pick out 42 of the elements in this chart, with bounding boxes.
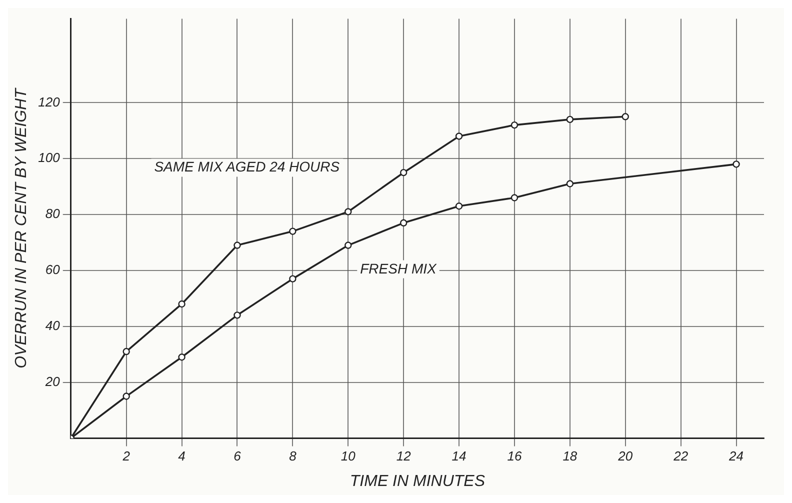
point xyxy=(234,242,241,249)
point xyxy=(122,392,130,400)
y-tick-label: 100 xyxy=(38,150,61,166)
x-tick-label: 12 xyxy=(396,448,412,464)
point xyxy=(234,312,241,319)
point xyxy=(178,354,186,361)
point xyxy=(622,113,629,120)
y-tick-label: 120 xyxy=(38,94,61,110)
point xyxy=(455,132,463,140)
x-tick-label: 4 xyxy=(178,448,186,464)
point xyxy=(510,194,518,202)
point xyxy=(400,168,408,176)
y-tick-label: 40 xyxy=(45,318,61,333)
text: SAME MIX AGED 24 HOURS xyxy=(154,158,340,175)
y-axis-title: OVERRUN IN PER CENT BY WEIGHT xyxy=(13,87,30,368)
series-label: FRESH MIX xyxy=(360,260,438,276)
point xyxy=(344,242,352,249)
x-tick-label: 24 xyxy=(728,448,744,464)
y-tick-label: 20 xyxy=(44,374,61,389)
point xyxy=(289,275,296,282)
point xyxy=(455,202,463,210)
x-tick-label: 2 xyxy=(122,448,131,464)
point xyxy=(289,228,296,235)
y-tick-label: 80 xyxy=(45,206,61,222)
y-tick-label: 60 xyxy=(45,262,61,278)
x-tick-label: 8 xyxy=(289,448,298,464)
x-tick-label: 16 xyxy=(507,448,522,464)
x-tick-label: 6 xyxy=(234,448,242,464)
x-tick-label: 10 xyxy=(340,448,356,464)
point xyxy=(344,208,352,216)
point xyxy=(122,348,130,356)
x-tick-label: 14 xyxy=(452,448,466,464)
x-tick-label: 18 xyxy=(562,448,578,464)
x-tick-label: 22 xyxy=(672,448,689,464)
point xyxy=(178,300,186,308)
x-axis-title: TIME IN MINUTES xyxy=(350,472,486,490)
point xyxy=(566,116,574,124)
point xyxy=(566,180,574,188)
point xyxy=(732,160,740,168)
x-tick-label: 20 xyxy=(617,448,634,464)
point xyxy=(400,219,408,227)
point xyxy=(510,121,518,129)
